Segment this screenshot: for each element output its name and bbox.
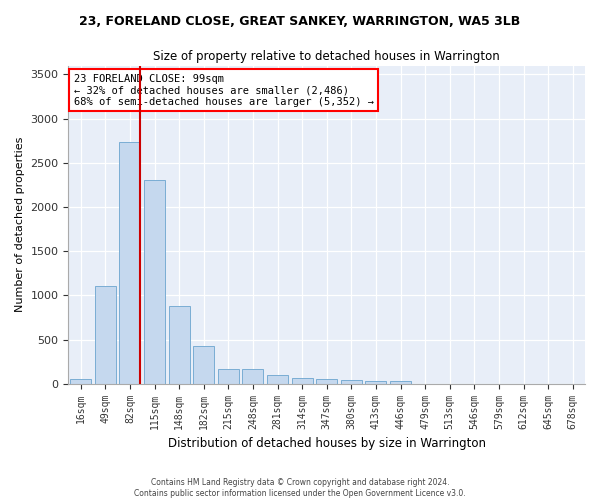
- Bar: [267, 376, 288, 384]
- Bar: [316, 379, 337, 384]
- Bar: [365, 381, 386, 384]
- Bar: [70, 379, 91, 384]
- Y-axis label: Number of detached properties: Number of detached properties: [15, 137, 25, 312]
- Bar: [144, 180, 165, 384]
- Bar: [341, 380, 362, 384]
- Text: 23, FORELAND CLOSE, GREAT SANKEY, WARRINGTON, WA5 3LB: 23, FORELAND CLOSE, GREAT SANKEY, WARRIN…: [79, 15, 521, 28]
- Text: Contains HM Land Registry data © Crown copyright and database right 2024.
Contai: Contains HM Land Registry data © Crown c…: [134, 478, 466, 498]
- Bar: [218, 368, 239, 384]
- X-axis label: Distribution of detached houses by size in Warrington: Distribution of detached houses by size …: [168, 437, 486, 450]
- Bar: [242, 369, 263, 384]
- Bar: [95, 286, 116, 384]
- Text: 23 FORELAND CLOSE: 99sqm
← 32% of detached houses are smaller (2,486)
68% of sem: 23 FORELAND CLOSE: 99sqm ← 32% of detach…: [74, 74, 374, 106]
- Bar: [292, 378, 313, 384]
- Bar: [119, 142, 140, 384]
- Title: Size of property relative to detached houses in Warrington: Size of property relative to detached ho…: [154, 50, 500, 63]
- Bar: [390, 382, 411, 384]
- Bar: [169, 306, 190, 384]
- Bar: [193, 346, 214, 384]
